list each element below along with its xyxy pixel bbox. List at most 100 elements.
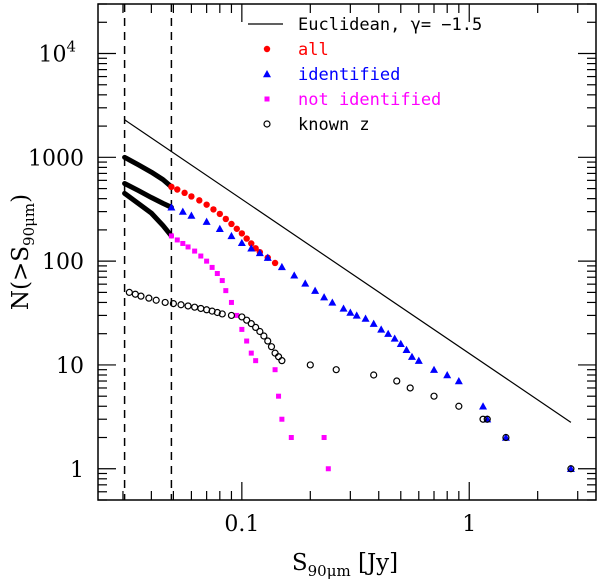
data-point — [203, 201, 210, 208]
data-point — [213, 308, 221, 317]
euclidean-line-segment — [124, 119, 572, 423]
data-point — [339, 304, 348, 312]
data-point — [243, 235, 250, 242]
x-axis-title: S90μm [Jy] — [292, 550, 398, 580]
data-point — [566, 464, 575, 472]
data-point — [402, 345, 411, 353]
data-point — [272, 367, 278, 373]
y-tick-label: 104 — [38, 38, 76, 68]
data-point — [237, 238, 246, 247]
data-point — [248, 240, 255, 247]
data-point — [238, 313, 246, 321]
data-point — [370, 371, 378, 379]
data-point — [247, 320, 255, 328]
data-point — [290, 271, 299, 279]
x-axis-title-sub: 90μm — [308, 562, 351, 580]
data-point — [407, 352, 416, 360]
data-point — [168, 233, 174, 239]
data-point — [393, 377, 401, 385]
data-point — [455, 402, 463, 410]
data-point — [332, 366, 340, 374]
data-point — [218, 310, 226, 318]
data-point — [216, 210, 224, 218]
y-tick-label: 100 — [42, 250, 84, 275]
data-point — [234, 312, 240, 318]
data-point — [430, 392, 438, 400]
y-tick-label: 1 — [70, 458, 84, 483]
x-tick-label: 1 — [462, 512, 476, 537]
data-point — [215, 224, 224, 232]
data-point — [414, 356, 423, 364]
data-point — [256, 327, 264, 336]
data-point — [311, 286, 320, 294]
data-point — [406, 384, 414, 392]
data-point — [479, 402, 488, 410]
data-point — [184, 302, 192, 310]
data-point — [377, 325, 386, 333]
y-tick-label: 1000 — [28, 146, 84, 171]
data-point — [125, 288, 133, 296]
black-band — [122, 190, 174, 239]
data-point — [263, 253, 272, 261]
series-all — [168, 183, 279, 267]
legend-label-euclidean: Euclidean, γ= −1.5 — [298, 15, 482, 35]
plot-frame — [97, 3, 597, 501]
data-point — [228, 220, 235, 228]
data-point — [502, 433, 510, 442]
legend-swatch — [263, 70, 271, 78]
data-point — [483, 415, 491, 423]
tick-labels: 0.1 1 1 10 100 1000 104 — [28, 38, 476, 537]
data-point — [274, 353, 283, 361]
data-point — [222, 215, 230, 223]
data-point — [267, 343, 276, 351]
data-point — [196, 197, 203, 204]
data-point — [247, 244, 256, 252]
y-axis-title-main: N(>S — [8, 246, 34, 310]
data-point — [277, 262, 286, 271]
y-axis-title-sub: 90μm — [20, 203, 38, 246]
data-point — [252, 323, 260, 331]
legend-label: identified — [298, 65, 400, 85]
data-point — [227, 231, 236, 240]
data-point — [167, 203, 176, 211]
euclidean-line — [124, 119, 572, 423]
data-point — [320, 293, 329, 301]
data-point — [169, 299, 178, 308]
legend-swatch — [263, 45, 271, 53]
legend-label: all — [298, 40, 329, 60]
data-point — [202, 217, 211, 225]
data-point — [288, 435, 294, 441]
data-point — [227, 311, 236, 320]
data-point — [321, 435, 327, 441]
y-axis-title: N(>S90μm) — [8, 194, 38, 310]
series-known-z — [125, 288, 575, 473]
data-point — [567, 465, 575, 473]
data-point — [188, 193, 195, 200]
data-point — [369, 319, 378, 327]
data-point — [187, 211, 196, 219]
black-band — [122, 180, 174, 210]
data-point — [223, 288, 229, 294]
data-point — [228, 299, 234, 305]
x-axis-title-unit: [Jy] — [351, 550, 398, 576]
data-point — [145, 294, 153, 302]
data-point — [219, 278, 225, 284]
data-point — [137, 292, 145, 300]
data-point — [279, 416, 285, 422]
data-point — [152, 296, 160, 304]
data-point — [178, 207, 187, 215]
data-point — [209, 264, 215, 270]
data-point — [301, 279, 310, 287]
data-point — [276, 393, 282, 399]
legend-swatch — [264, 96, 270, 102]
data-point — [177, 301, 185, 309]
data-point — [174, 186, 181, 193]
data-point — [185, 244, 191, 250]
x-axis-title-main: S — [292, 550, 308, 576]
series-not-identified — [168, 233, 331, 472]
data-points — [125, 183, 575, 473]
data-point — [214, 271, 220, 277]
x-tick-label: 0.1 — [224, 512, 259, 537]
data-point — [192, 248, 198, 254]
data-point — [306, 361, 314, 369]
